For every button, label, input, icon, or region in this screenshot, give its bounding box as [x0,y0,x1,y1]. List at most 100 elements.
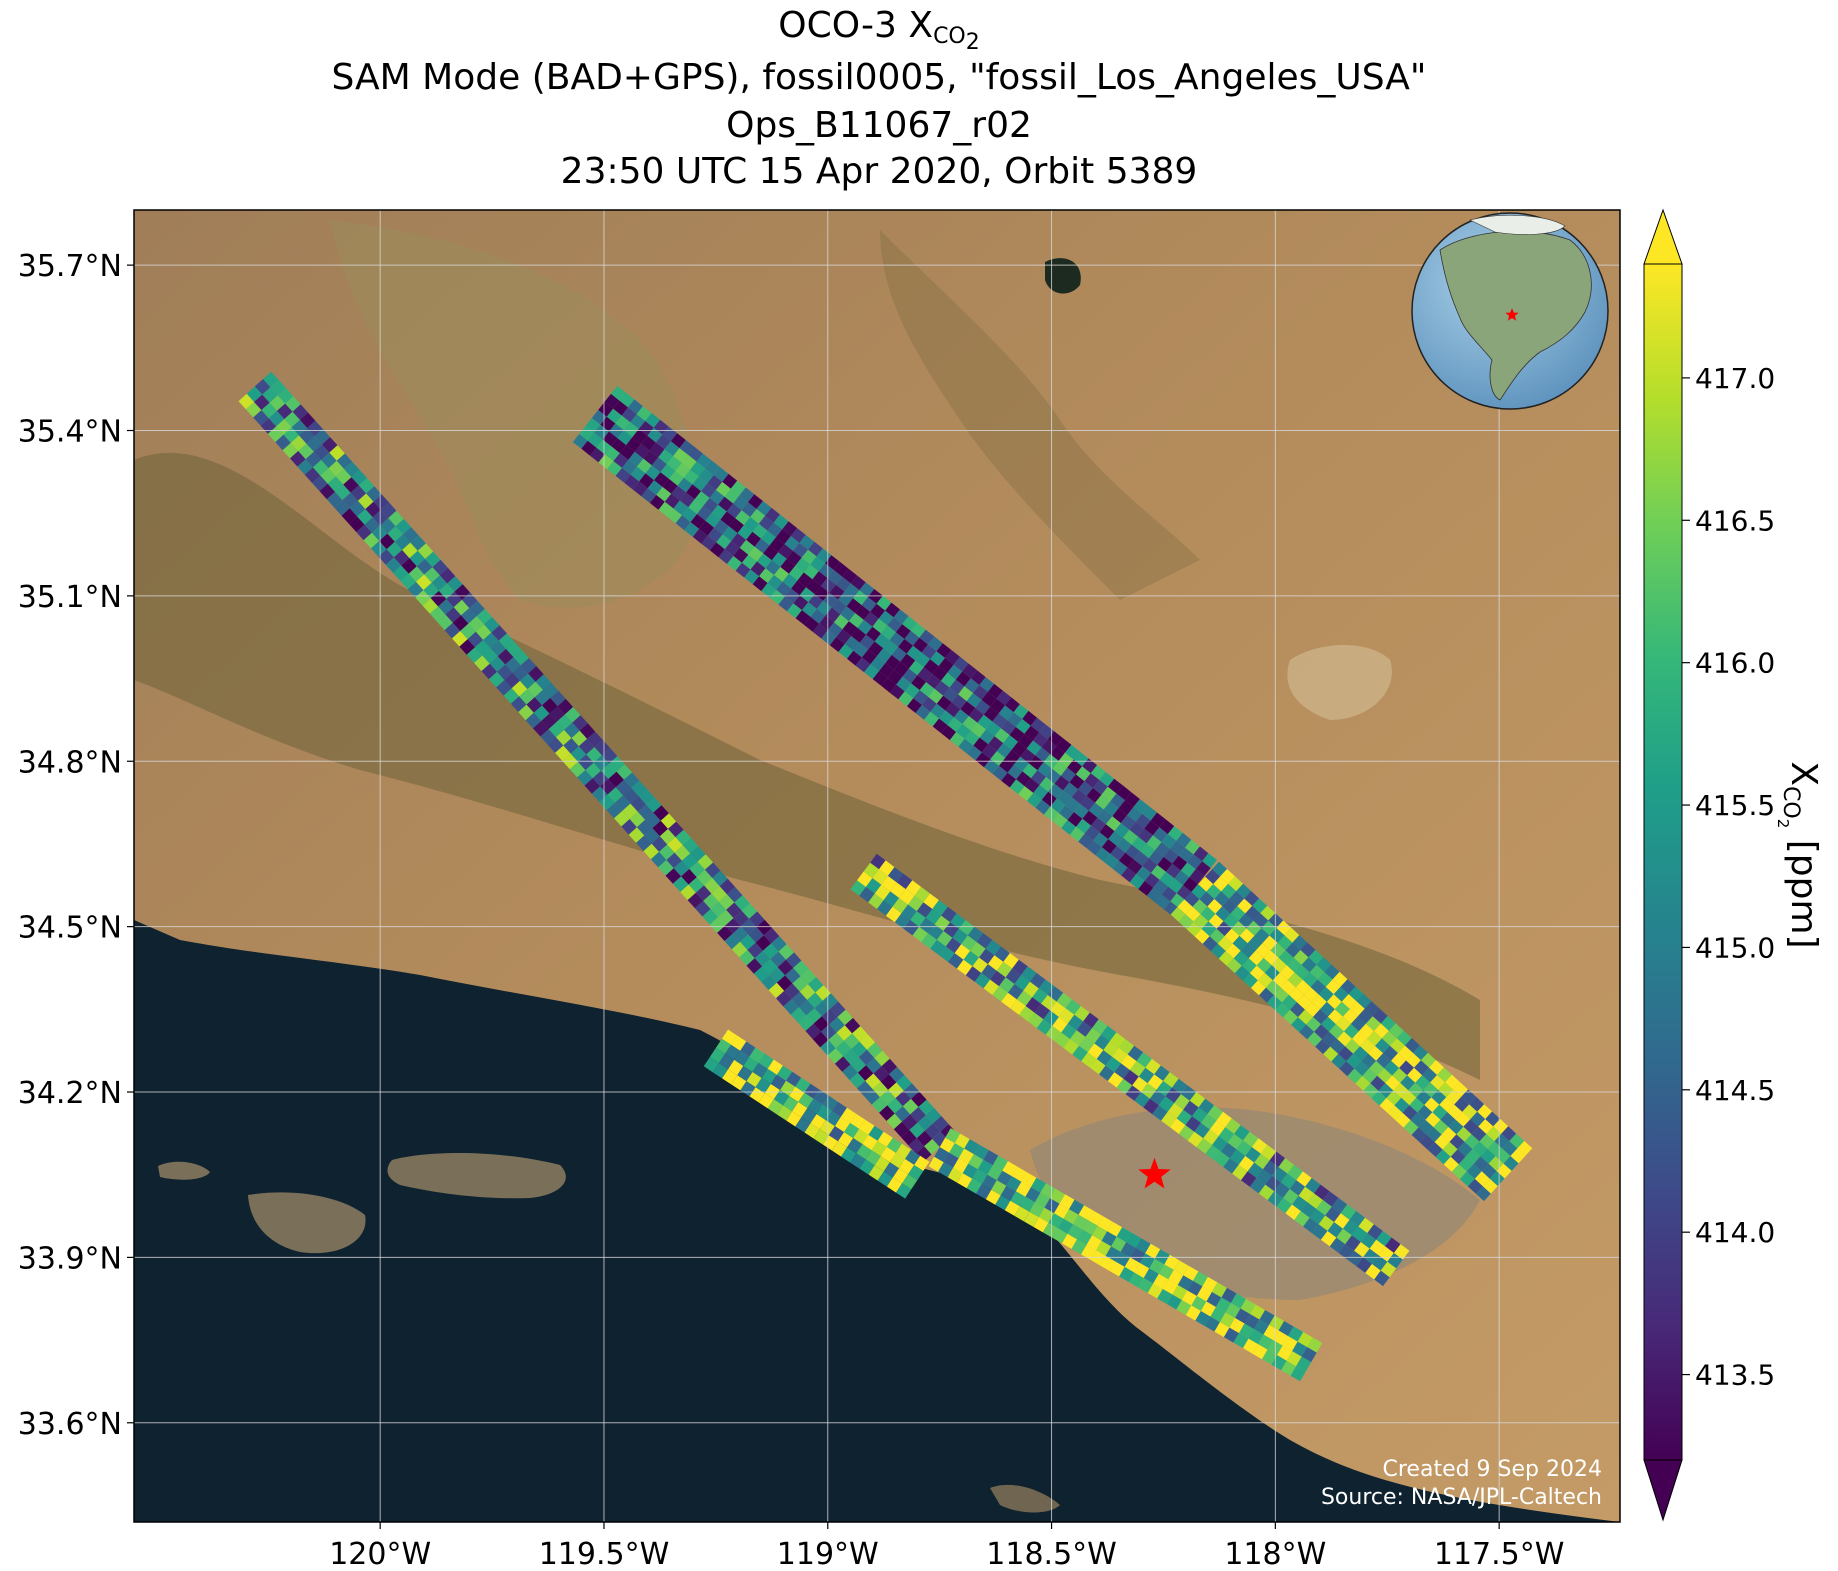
footprint-cell [1351,1226,1368,1242]
footprint-cell [1282,1336,1298,1352]
footprint-cell [1296,1171,1312,1187]
island-santa-rosa [248,1192,366,1254]
footprint-cell [1234,1125,1250,1141]
footprint-cell [907,698,922,713]
footprint-cell [262,387,278,403]
footprint-cell [380,502,397,519]
footprint-cell [879,663,894,678]
footprint-cell [698,468,714,484]
footprint-cell [1216,1111,1232,1128]
footprint-cell [780,558,796,574]
footprint-cell [1231,1293,1246,1309]
footprint-cell [1472,1141,1488,1157]
footprint-cell [1054,1203,1069,1219]
footprint-cell [1082,758,1098,774]
footprint-cell [1316,1200,1332,1216]
footprint-cell [761,974,777,991]
footprint-cell [987,1165,1003,1181]
footprint-cell [767,1099,784,1115]
footprint-cell [1300,942,1316,958]
footprint-cell [643,843,659,860]
xco2-swaths [238,371,1533,1382]
footprint-cell [1033,785,1049,800]
footprint-cell [1127,807,1143,822]
footprint-cell [703,1057,719,1073]
footprint-cell [893,1121,910,1138]
footprint-cell [1124,1257,1140,1273]
footprint-cell [888,1082,904,1099]
footprint-cell [555,730,572,746]
footprint-cell [990,970,1006,987]
footprint-cell [1030,717,1046,733]
footprint-cell [836,629,852,644]
footprint-cell [1136,1052,1152,1068]
footprint-cell [1166,1294,1182,1310]
footprint-cell [1123,1070,1139,1086]
colorbar-tick-label: 414.5 [1695,1074,1775,1107]
footprint-cell [725,918,741,934]
footprint-cell [895,1143,912,1159]
globe-star [1505,308,1519,321]
footprint-cell [1207,899,1223,914]
footprint-cell [783,1096,799,1112]
footprint-cell [313,444,330,460]
footprint-cell [925,909,942,925]
footprint-cell [283,427,299,443]
swath-6 [703,1029,930,1199]
footprint-cell [1471,1126,1487,1142]
footprint-cell [914,886,930,903]
footprint-cell [356,524,372,541]
footprint-cell [1041,739,1057,755]
footprint-cell [1133,799,1149,814]
footprint-cell [1254,928,1270,944]
footprint-cell [1330,1039,1346,1054]
footprint-cell [892,1168,909,1184]
footprint-cell [641,488,657,503]
footprint-cell [934,915,951,931]
footprint-cell [747,942,763,959]
footprint-cell [1172,1078,1188,1095]
footprint-cell [677,477,693,493]
footprint-cell [801,1108,817,1124]
footprint-cell [1489,1171,1505,1186]
footprint-cell [976,1184,992,1200]
footprint-cell [1219,1312,1235,1328]
footprint-cell [870,853,886,870]
footprint-cell [1292,935,1308,950]
footprint-cell [1338,1046,1354,1062]
footprint-cell [1007,984,1024,1000]
footprint-cell [906,645,922,661]
colorbar-label: XCO2 [ppm] [1774,761,1824,948]
footprint-cell [1357,1008,1373,1024]
footprint-cell [654,472,669,487]
footprint-cell [589,447,605,463]
footprint-cell [1135,1238,1151,1254]
footprint-cell [1121,867,1137,883]
footprint-cell [1042,1222,1058,1238]
footprint-cell [871,1097,888,1113]
footprint-cell [290,451,306,467]
footprint-cell [482,648,498,664]
footprint-cell [1244,891,1260,906]
footprint-cell [1389,1038,1405,1054]
footprint-cell [874,633,890,649]
footprint-cell [1180,862,1196,878]
footprint-cell [334,500,350,516]
island-santa-cruz [387,1153,566,1199]
footprint-cell [1360,1233,1377,1249]
footprint-cell [1015,719,1031,734]
footprint-cell [1156,1081,1172,1097]
footprint-cell [955,671,971,687]
footprint-cell [712,1063,729,1079]
footprint-cell [812,571,828,586]
footprint-cell [416,574,432,591]
globe-arctic [1469,214,1566,235]
footprint-cell [850,1057,866,1073]
footprint-cell [863,611,879,627]
footprint-cell [1306,1017,1321,1032]
footprint-cell [813,1016,830,1032]
footprint-cell [692,528,708,544]
footprint-cell [1067,1224,1083,1240]
footprint-cell [1052,1228,1068,1244]
